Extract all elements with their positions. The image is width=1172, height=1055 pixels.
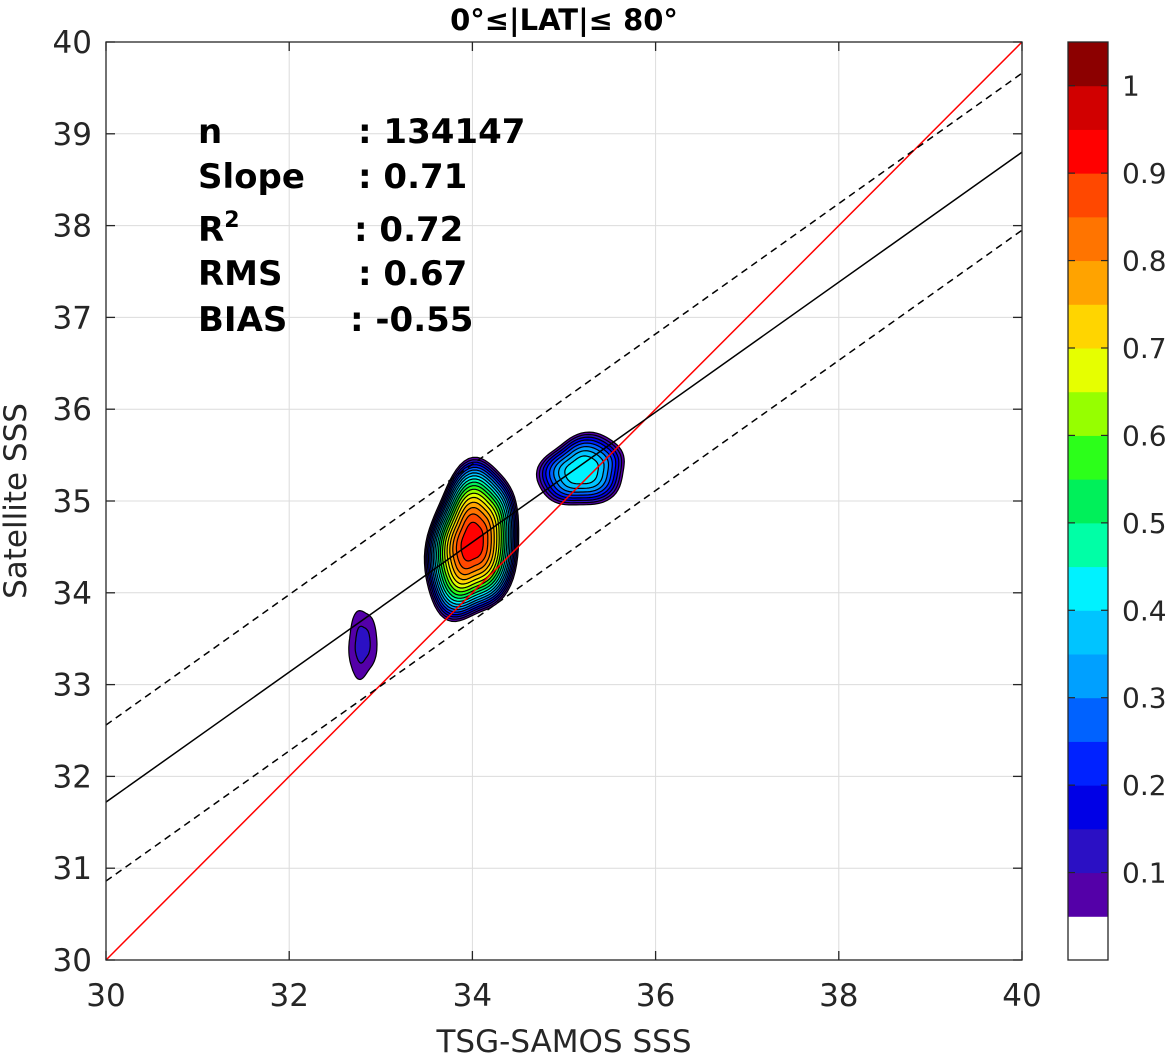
colorbar-border [1067,41,1109,961]
line-one-to-one [106,42,1022,960]
colorbar-segment [1068,348,1108,393]
x-tick-label: 30 [86,978,125,1014]
stat-label: RMS [198,254,283,294]
stat-label: BIAS [198,300,287,340]
colorbar-tick-label: 0.1 [1122,857,1167,890]
y-tick-label: 37 [53,300,92,336]
colorbar-segment [1068,435,1108,480]
colorbar-segment [1068,872,1108,917]
stat-value: : 0.71 [358,157,467,197]
stat-value: : -0.55 [350,300,473,340]
colorbar-segment [1068,697,1108,742]
colorbar-tick-label: 0.6 [1122,419,1167,452]
colorbar-segment [1068,173,1108,218]
colorbar-segment [1068,260,1108,305]
x-tick-label: 34 [453,978,492,1014]
y-tick-label: 36 [53,392,92,428]
colorbar-segment [1068,304,1108,349]
contour-layer [348,431,625,681]
colorbar-tick-label: 0.8 [1122,245,1167,278]
stat-label: Slope [198,157,305,197]
colorbar-segment [1068,828,1108,874]
y-tick-label: 31 [53,851,92,887]
colorbar-segment [1068,610,1108,655]
colorbar-segment [1068,566,1108,611]
stat-value: : 0.67 [358,254,467,294]
y-tick-label: 40 [53,25,92,61]
y-tick-label: 35 [53,484,92,520]
contour-cluster [348,609,378,681]
contour-cluster [535,431,625,506]
colorbar-segment [1068,654,1108,699]
colorbar-segment [1068,129,1108,174]
x-tick-label: 40 [1002,978,1041,1014]
colorbar-tick-label: 0.9 [1122,157,1167,190]
contour-cluster [423,456,520,623]
colorbar-tick-label: 1 [1122,70,1140,103]
x-tick-label: 38 [819,978,858,1014]
reference-lines [106,42,1022,960]
y-tick-label: 32 [53,759,92,795]
stat-value: : 134147 [358,112,525,152]
stat-label: n [198,112,222,152]
contour-level [564,455,600,485]
colorbar-segment [1068,85,1108,130]
y-tick-label: 33 [53,668,92,704]
colorbar-tick-label: 0.3 [1122,682,1167,715]
colorbar-segment [1068,479,1108,524]
line-upper-bound [106,72,1022,726]
y-axis-label: Satellite SSS [0,403,34,599]
y-tick-label: 39 [53,117,92,153]
stat-value: : 0.72 [354,210,463,250]
contour-level [354,625,371,664]
colorbar-segment [1068,391,1108,436]
colorbar-tick-label: 0.2 [1122,769,1167,802]
x-tick-label: 32 [269,978,308,1014]
colorbar-segment [1068,216,1108,262]
colorbar-segment [1068,42,1108,87]
chart-title: 0°≤|LAT|≤ 80° [450,3,678,37]
axis-ticks: 30 32 34 36 38 40 30 31 32 33 34 35 36 37 38 39 40 [53,25,1042,1014]
colorbar-segment [1068,785,1108,830]
colorbar: 0.1 0.2 0.3 0.4 0.5 0.6 0.7 0.8 0.9 1 [1067,41,1167,961]
line-lower-bound [106,229,1022,882]
colorbar-segment [1068,522,1108,568]
colorbar-tick-label: 0.5 [1122,507,1167,540]
x-tick-label: 36 [636,978,675,1014]
line-regression [106,151,1022,803]
colorbar-segment [1068,741,1108,786]
y-tick-label: 38 [53,209,92,245]
x-axis-label: TSG-SAMOS SSS [436,1024,692,1055]
y-tick-label: 34 [53,576,92,612]
colorbar-tick-label: 0.7 [1122,332,1167,365]
colorbar-segment [1068,916,1108,961]
colorbar-tick-label: 0.4 [1122,594,1167,627]
grid-lines [106,42,1022,960]
y-tick-label: 30 [53,943,92,979]
